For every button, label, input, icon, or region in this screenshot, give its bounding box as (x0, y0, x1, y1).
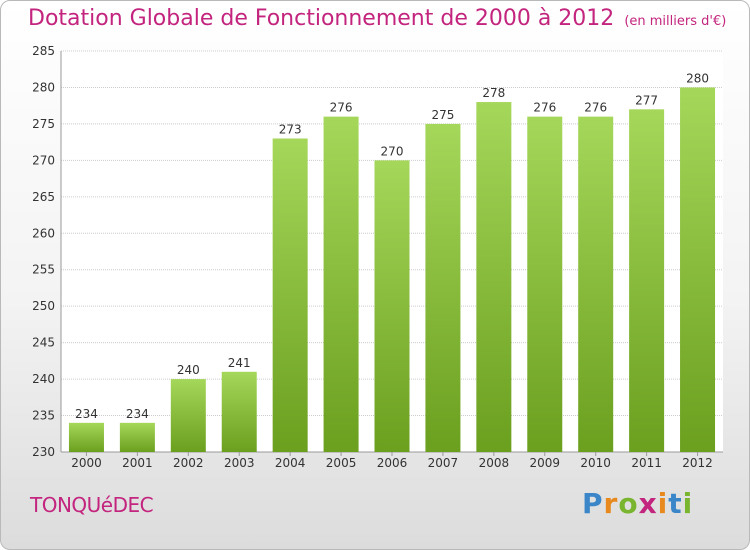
bar (629, 109, 665, 452)
bar (170, 379, 206, 452)
data-label: 276 (533, 101, 556, 115)
x-tick-label: 2002 (173, 456, 204, 470)
y-tick-label: 275 (32, 117, 55, 131)
bar (527, 116, 563, 453)
data-label: 270 (381, 144, 404, 158)
y-tick-label: 280 (32, 80, 55, 94)
bar (68, 422, 104, 452)
data-label: 277 (635, 93, 658, 107)
x-tick-label: 2000 (71, 456, 102, 470)
y-tick-label: 255 (32, 263, 55, 277)
data-label: 280 (686, 71, 709, 85)
chart-subtitle: (en milliers d'€) (624, 14, 727, 29)
x-tick-label: 2012 (682, 456, 713, 470)
place-name: TONQUéDEC (30, 493, 154, 517)
x-tick-label: 2008 (479, 456, 510, 470)
data-label: 275 (431, 108, 454, 122)
x-tick-label: 2001 (122, 456, 153, 470)
y-tick-label: 240 (32, 372, 55, 386)
x-tick-label: 2003 (224, 456, 255, 470)
data-label: 234 (75, 407, 98, 421)
chart-title: Dotation Globale de Fonctionnement de 20… (28, 6, 726, 31)
bar (221, 371, 257, 452)
x-tick-label: 2004 (275, 456, 306, 470)
x-tick-label: 2005 (326, 456, 357, 470)
y-tick-label: 265 (32, 190, 55, 204)
bar (425, 123, 461, 452)
data-label: 276 (584, 101, 607, 115)
logo-letter: i (657, 487, 669, 520)
bar-chart: 230 235 240 245 250 255 260 265 270 275 280 285 234 2… (32, 44, 723, 470)
bar (119, 422, 155, 452)
bar (374, 160, 410, 452)
data-label: 276 (330, 101, 353, 115)
y-tick-label: 235 (32, 409, 55, 423)
bar (578, 116, 614, 453)
x-tick-label: 2010 (580, 456, 611, 470)
logo-letter: x (638, 487, 658, 520)
x-tick-label: 2006 (377, 456, 408, 470)
logo-letter: P (582, 487, 604, 520)
data-label: 273 (279, 122, 302, 136)
logo-letter: o (618, 487, 639, 520)
data-label: 278 (482, 86, 505, 100)
y-tick-label: 230 (32, 445, 55, 459)
data-label: 241 (228, 356, 251, 370)
y-tick-label: 245 (32, 336, 55, 350)
bar (680, 87, 716, 453)
bar (272, 138, 308, 452)
x-tick-label: 2007 (428, 456, 459, 470)
y-tick-label: 270 (32, 153, 55, 167)
data-label: 234 (126, 407, 149, 421)
y-tick-label: 285 (32, 44, 55, 58)
bar (476, 102, 512, 452)
bar (323, 116, 359, 453)
chart-title-text: Dotation Globale de Fonctionnement de 20… (28, 6, 615, 31)
y-tick-label: 260 (32, 226, 55, 240)
data-label: 240 (177, 363, 200, 377)
logo-letter: t (668, 487, 683, 520)
x-tick-label: 2009 (529, 456, 560, 470)
logo-letter: i (682, 487, 694, 520)
x-tick-label: 2011 (631, 456, 662, 470)
proxiti-logo: Proxiti (582, 487, 693, 520)
logo-letter: r (603, 487, 619, 520)
y-tick-label: 250 (32, 299, 55, 313)
